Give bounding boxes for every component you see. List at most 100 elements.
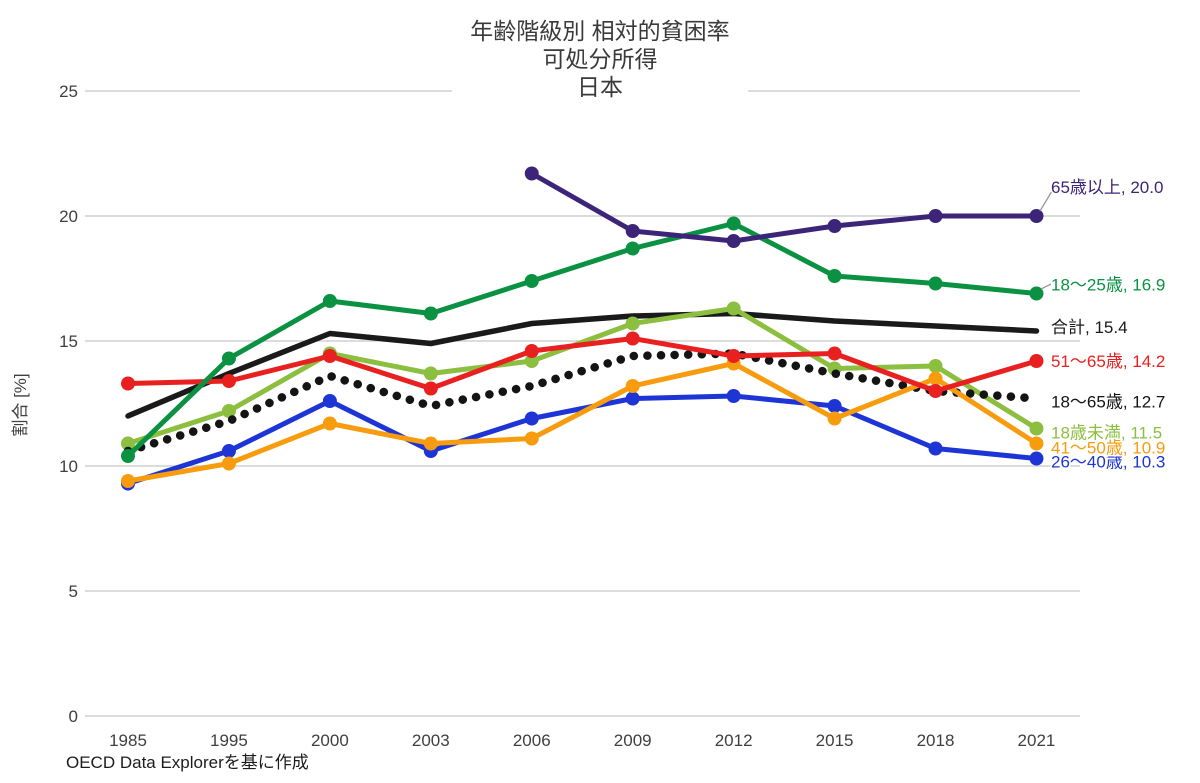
end-label-age-65-plus: 65歳以上, 20.0 [1051,178,1163,197]
point-age-0-17-2003 [423,366,438,381]
point-age-51-65-2015 [827,346,842,361]
y-tick-5: 5 [69,582,78,601]
point-age-41-50-2000 [322,416,337,431]
series-line-age-51-65 [125,336,1039,394]
series-layer [121,166,1044,491]
point-age-41-50-2006 [524,431,539,446]
series-line-age-26-40 [125,393,1039,486]
end-label-age-0-17: 18歳未満, 11.5 [1051,424,1162,443]
point-age-41-50-2003 [423,436,438,451]
x-tick-1985: 1985 [109,731,147,750]
end-label-age-26-40: 26〜40歳, 10.3 [1051,453,1165,472]
point-age-26-40-2000 [322,394,337,408]
point-age-18-25-2006 [524,274,539,288]
point-age-41-50-2018 [928,371,943,386]
point-age-18-25-1985 [121,449,135,463]
x-tick-2000: 2000 [311,731,349,750]
point-age-65-plus-2018 [928,209,943,223]
point-age-51-65-1985 [121,376,135,391]
series-line-age-18-25 [125,221,1039,459]
point-age-0-17-2018 [928,359,943,373]
end-label-total: 合計, 15.4 [1051,318,1128,337]
point-age-18-25-2003 [423,306,438,321]
y-tick-15: 15 [59,332,78,351]
y-tick-0: 0 [69,707,78,726]
point-age-0-17-2021 [1029,421,1044,436]
series-line-age-65-plus [529,171,1039,244]
y-axis-title: 割合 [%] [11,373,30,436]
point-age-18-25-2012 [726,216,741,231]
series-age-18-65 [123,349,1041,456]
point-age-65-plus-2009 [625,224,640,238]
point-age-51-65-2003 [423,381,438,396]
chart-title-line-3: 日本 [577,74,623,100]
x-tick-2003: 2003 [412,731,450,750]
point-age-0-17-2006 [524,354,539,368]
y-tick-10: 10 [59,457,78,476]
point-age-0-17-1995 [221,404,236,418]
series-age-41-50 [121,356,1044,488]
point-age-51-65-2006 [524,344,539,358]
x-tick-2012: 2012 [715,731,753,750]
series-line-age-41-50 [125,361,1039,484]
point-age-65-plus-2006 [524,166,539,181]
end-label-age-18-65: 18〜65歳, 12.7 [1051,393,1165,412]
series-line-total [125,310,1040,419]
series-age-51-65 [121,331,1044,398]
end-label-age-41-50: 41〜50歳, 10.9 [1051,439,1165,458]
point-age-18-25-2000 [322,294,337,308]
series-age-65-plus [524,166,1044,248]
point-age-26-40-2021 [1029,451,1044,466]
y-tick-20: 20 [59,207,78,226]
point-age-18-25-1995 [221,351,236,366]
x-tick-2009: 2009 [614,731,652,750]
chart-title-line-2: 可処分所得 [543,46,658,72]
point-age-18-25-2009 [625,241,640,256]
point-age-65-plus-2012 [726,234,741,248]
title-background [452,2,748,102]
end-label-age-18-25: 18〜25歳, 16.9 [1051,276,1165,295]
point-age-65-plus-2021 [1029,209,1044,223]
series-line-age-18-65 [123,349,1041,456]
point-age-51-65-2018 [928,384,943,398]
axis-ticks-layer: 0 5 10 15 20 25 1985 1995 2000 2003 2006 2009 2012 20… [59,82,1055,750]
point-age-26-40-2006 [524,411,539,426]
point-age-26-40-2009 [625,391,640,406]
series-total [125,310,1040,419]
point-age-26-40-2012 [726,389,741,403]
point-age-51-65-2000 [322,349,337,363]
x-tick-2021: 2021 [1018,731,1056,750]
point-age-18-25-2021 [1029,286,1044,301]
series-age-26-40 [121,389,1044,491]
gridlines-layer [85,90,1080,717]
point-age-26-40-1995 [221,444,236,458]
point-age-41-50-2015 [827,411,842,426]
x-tick-1995: 1995 [210,731,248,750]
y-tick-25: 25 [59,82,78,101]
point-age-51-65-2021 [1029,354,1044,368]
point-age-41-50-1985 [121,474,135,488]
point-age-26-40-2015 [827,399,842,413]
point-age-41-50-2009 [625,379,640,393]
point-age-41-50-2021 [1029,436,1044,451]
x-tick-2015: 2015 [816,731,854,750]
point-age-26-40-2018 [928,441,943,456]
x-tick-2018: 2018 [917,731,955,750]
label-leader-0 [1039,190,1053,212]
series-age-18-25 [121,216,1044,463]
point-age-51-65-2009 [625,331,640,346]
end-label-age-51-65: 51〜65歳, 14.2 [1051,352,1165,371]
chart-title-line-1: 年齢階級別 相対的貧困率 [470,18,729,44]
series-end-labels-layer: 合計, 15.4 18歳未満, 11.5 18〜65歳, 12.7 26〜40歳, 1… [1039,177,1167,473]
point-age-0-17-1985 [121,436,135,451]
point-age-18-25-2018 [928,276,943,291]
point-age-18-25-2015 [827,269,842,283]
point-age-0-17-2012 [726,301,741,316]
source-note: OECD Data Explorerを基に作成 [66,753,309,772]
point-age-65-plus-2015 [827,219,842,233]
point-age-41-50-1995 [221,456,236,471]
point-age-51-65-1995 [221,374,236,388]
x-tick-2006: 2006 [513,731,551,750]
